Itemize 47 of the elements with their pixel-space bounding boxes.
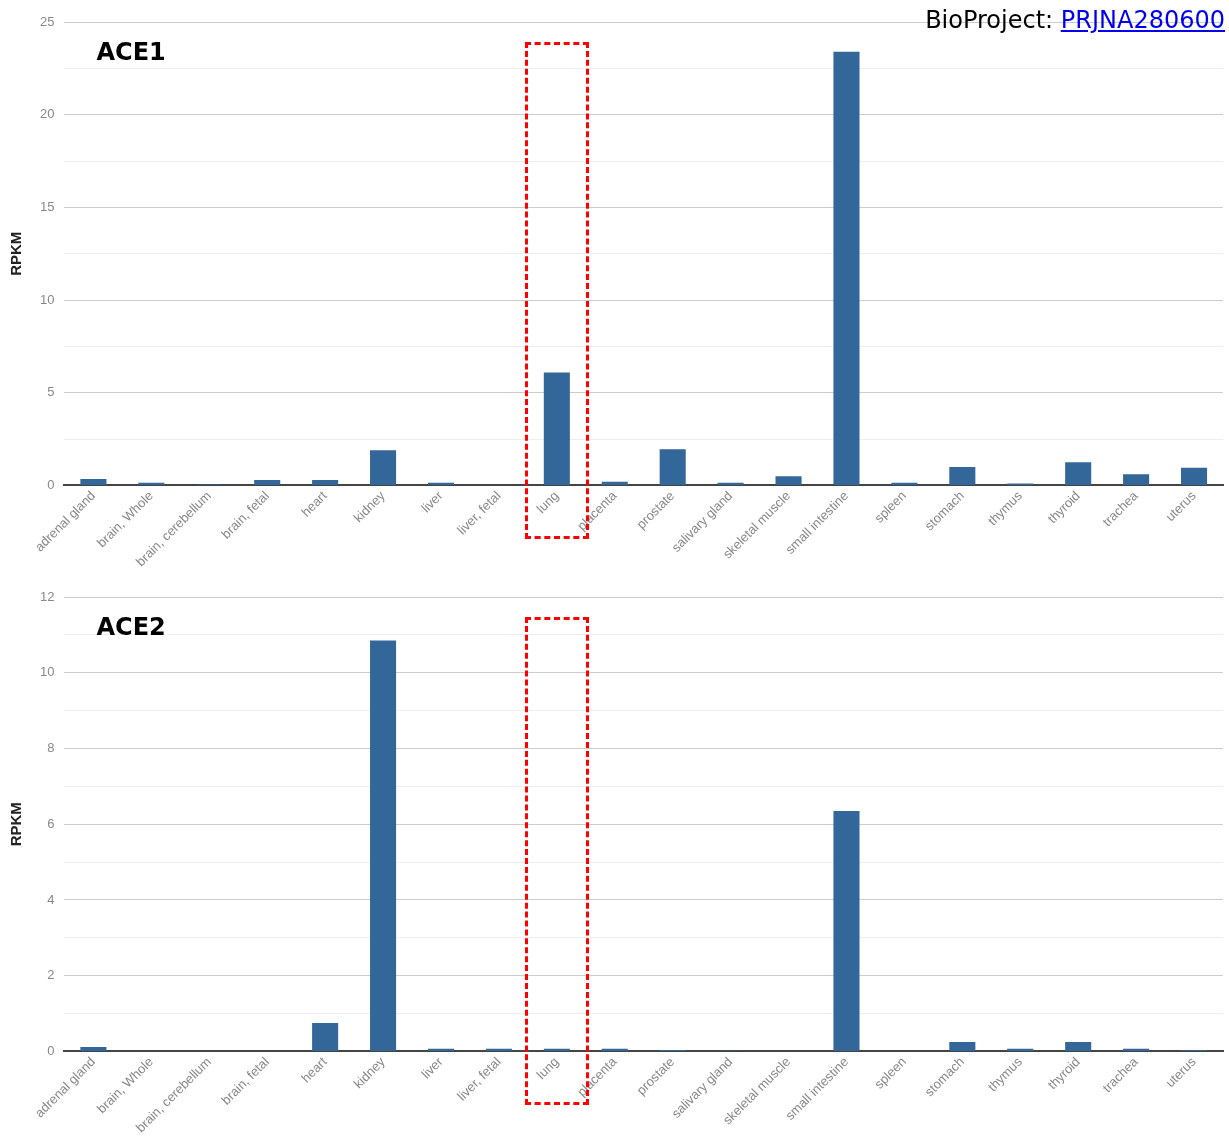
- bar: [427, 1048, 455, 1051]
- y-tick-label: 10: [39, 664, 55, 680]
- y-axis-title: RPKM: [7, 802, 25, 847]
- text: ACE2: [96, 613, 166, 642]
- bar: [1065, 1041, 1092, 1051]
- x-tick-label: lung: [533, 488, 562, 517]
- y-tick-label: 10: [39, 291, 55, 307]
- bar: [1181, 467, 1208, 485]
- bar: [370, 640, 397, 1051]
- bar: [543, 372, 570, 485]
- bar: [80, 478, 107, 485]
- bar: [659, 449, 686, 485]
- bar: [775, 476, 802, 485]
- bar: [601, 1048, 628, 1051]
- bar: [312, 479, 339, 485]
- y-tick-label: 20: [39, 106, 55, 122]
- bar: [1123, 474, 1150, 485]
- bar: [543, 1048, 570, 1051]
- bar: [1123, 1048, 1150, 1051]
- bar: [601, 481, 628, 485]
- bar: [254, 479, 281, 485]
- bar: [485, 1048, 512, 1051]
- y-tick-label: 8: [47, 740, 55, 756]
- y-tick-label: 0: [47, 477, 55, 493]
- bar: [312, 1023, 339, 1051]
- y-tick-label: 5: [47, 384, 55, 400]
- x-tick-label: liver: [418, 1053, 447, 1082]
- y-tick-label: 15: [39, 198, 55, 214]
- bar: [370, 450, 397, 485]
- bar: [1065, 462, 1092, 485]
- bar: [833, 51, 860, 485]
- y-tick-label: 2: [47, 967, 55, 983]
- bar: [80, 1046, 107, 1051]
- y-tick-label: 12: [39, 588, 55, 604]
- annotation: BioProject: PRJNA280600: [925, 6, 1225, 34]
- text: ACE1: [96, 38, 166, 67]
- bar: [833, 810, 860, 1051]
- x-tick-label: liver: [418, 487, 447, 516]
- y-tick-label: 6: [47, 815, 55, 831]
- bar: [949, 1041, 976, 1051]
- y-axis-title: RPKM: [7, 231, 25, 276]
- y-tick-label: 0: [47, 1043, 55, 1059]
- x-tick-label: lung: [533, 1054, 562, 1083]
- y-tick-label: 4: [47, 891, 55, 907]
- y-tick-label: 25: [39, 13, 55, 29]
- bar: [1007, 1048, 1034, 1051]
- bar: [949, 466, 976, 485]
